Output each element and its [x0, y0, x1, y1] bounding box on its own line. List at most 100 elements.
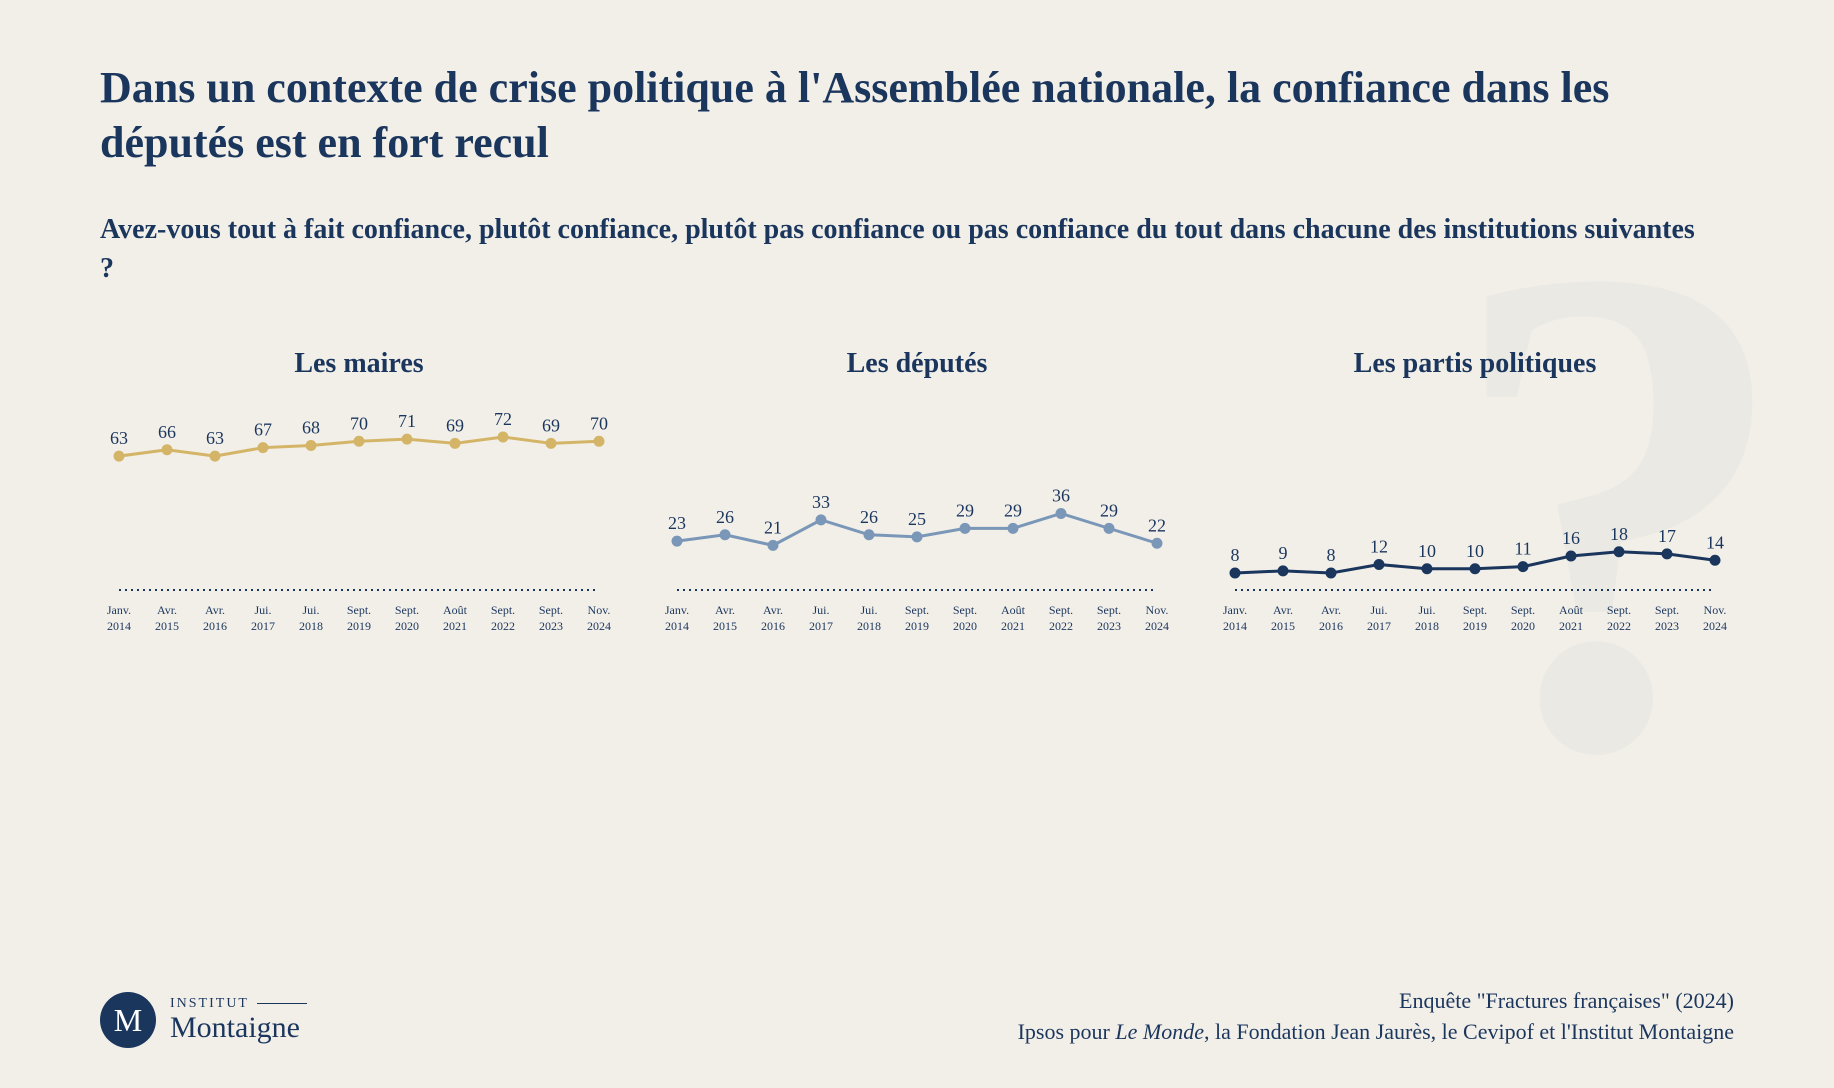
data-point	[816, 515, 826, 525]
data-point	[1710, 556, 1720, 566]
data-point	[1662, 549, 1672, 559]
value-label: 29	[1004, 501, 1022, 521]
x-tick-year: 2022	[1049, 619, 1073, 633]
value-label: 23	[668, 514, 686, 534]
x-tick-month: Sept.	[1097, 603, 1121, 617]
value-label: 14	[1706, 533, 1724, 553]
x-tick-month: Sept.	[347, 603, 371, 617]
x-tick-month: Nov.	[1704, 603, 1727, 617]
value-label: 29	[1100, 501, 1118, 521]
value-label: 22	[1148, 516, 1166, 536]
x-tick-month: Janv.	[1223, 603, 1247, 617]
x-tick-month: Nov.	[588, 603, 611, 617]
x-tick-year: 2020	[395, 619, 419, 633]
value-label: 69	[542, 416, 560, 436]
data-point	[546, 439, 556, 449]
x-tick-month: Avr.	[763, 603, 783, 617]
x-tick-month: Avr.	[715, 603, 735, 617]
x-tick-year: 2015	[1271, 619, 1295, 633]
data-point	[960, 524, 970, 534]
source-line2-suffix: , la Fondation Jean Jaurès, le Cevipof e…	[1204, 1019, 1734, 1044]
x-tick-year: 2022	[1607, 619, 1631, 633]
data-point	[114, 452, 124, 462]
data-point	[720, 530, 730, 540]
source-text: Enquête "Fractures françaises" (2024) Ip…	[1018, 986, 1734, 1048]
x-tick-year: 2022	[491, 619, 515, 633]
chart-panel: Les députés2326213326252929362922Janv.20…	[658, 348, 1176, 670]
x-tick-month: Sept.	[491, 603, 515, 617]
source-line2: Ipsos pour Le Monde, la Fondation Jean J…	[1018, 1017, 1734, 1048]
source-line2-prefix: Ipsos pour	[1018, 1019, 1116, 1044]
x-tick-month: Sept.	[1655, 603, 1679, 617]
value-label: 63	[110, 429, 128, 449]
page-title: Dans un contexte de crise politique à l'…	[100, 60, 1700, 170]
x-tick-year: 2015	[155, 619, 179, 633]
x-tick-year: 2024	[587, 619, 611, 633]
data-point	[768, 541, 778, 551]
data-point	[864, 530, 874, 540]
footer: M INSTITUT Montaigne Enquête "Fractures …	[100, 986, 1734, 1048]
value-label: 70	[590, 414, 608, 434]
value-label: 25	[908, 509, 926, 529]
x-tick-month: Sept.	[395, 603, 419, 617]
chart-panel: Les maires6366636768707169726970Janv.201…	[100, 348, 618, 670]
data-point	[1056, 509, 1066, 519]
x-tick-month: Avr.	[1273, 603, 1293, 617]
x-tick-year: 2023	[539, 619, 563, 633]
chart-title: Les maires	[294, 348, 423, 380]
x-tick-year: 2018	[1415, 619, 1439, 633]
x-tick-month: Jui.	[1370, 603, 1387, 617]
x-tick-month: Sept.	[1049, 603, 1073, 617]
chart-panel: Les partis politiques8981210101116181714…	[1216, 348, 1734, 670]
logo-text: INSTITUT Montaigne	[170, 996, 307, 1044]
x-tick-year: 2024	[1145, 619, 1169, 633]
x-tick-month: Jui.	[860, 603, 877, 617]
value-label: 72	[494, 410, 512, 429]
value-label: 26	[716, 507, 734, 527]
value-label: 26	[860, 507, 878, 527]
value-label: 11	[1514, 539, 1531, 559]
value-label: 10	[1418, 541, 1436, 561]
data-point	[1470, 564, 1480, 574]
x-tick-year: 2020	[1511, 619, 1535, 633]
data-point	[1614, 547, 1624, 557]
page-subtitle: Avez-vous tout à fait confiance, plutôt …	[100, 210, 1700, 288]
source-line2-em: Le Monde	[1115, 1019, 1204, 1044]
x-tick-month: Avr.	[1321, 603, 1341, 617]
data-point	[402, 435, 412, 445]
x-tick-year: 2021	[443, 619, 467, 633]
data-point	[1278, 566, 1288, 576]
x-tick-year: 2021	[1001, 619, 1025, 633]
data-point	[354, 437, 364, 447]
x-tick-year: 2023	[1097, 619, 1121, 633]
data-point	[1518, 562, 1528, 572]
x-tick-year: 2019	[347, 619, 371, 633]
data-point	[1230, 568, 1240, 578]
data-point	[258, 443, 268, 453]
value-label: 8	[1231, 545, 1240, 565]
x-tick-year: 2024	[1703, 619, 1727, 633]
value-label: 9	[1279, 543, 1288, 563]
x-tick-year: 2020	[953, 619, 977, 633]
x-tick-month: Sept.	[1463, 603, 1487, 617]
value-label: 8	[1327, 545, 1336, 565]
value-label: 12	[1370, 537, 1388, 557]
x-tick-month: Jui.	[812, 603, 829, 617]
value-label: 36	[1052, 486, 1070, 506]
x-tick-month: Août	[443, 603, 468, 617]
x-tick-month: Jui.	[302, 603, 319, 617]
chart-svg: 8981210101116181714Janv.2014Avr.2015Avr.…	[1216, 410, 1734, 670]
data-point	[1008, 524, 1018, 534]
value-label: 71	[398, 412, 416, 432]
data-point	[498, 432, 508, 442]
value-label: 17	[1658, 526, 1676, 546]
x-tick-year: 2014	[1223, 619, 1247, 633]
logo: M INSTITUT Montaigne	[100, 992, 307, 1048]
x-tick-month: Sept.	[1607, 603, 1631, 617]
x-tick-year: 2017	[1367, 619, 1391, 633]
data-point	[1152, 539, 1162, 549]
chart-svg: 6366636768707169726970Janv.2014Avr.2015A…	[100, 410, 618, 670]
x-tick-year: 2018	[299, 619, 323, 633]
logo-line2: Montaigne	[170, 1011, 307, 1044]
x-tick-year: 2017	[251, 619, 275, 633]
